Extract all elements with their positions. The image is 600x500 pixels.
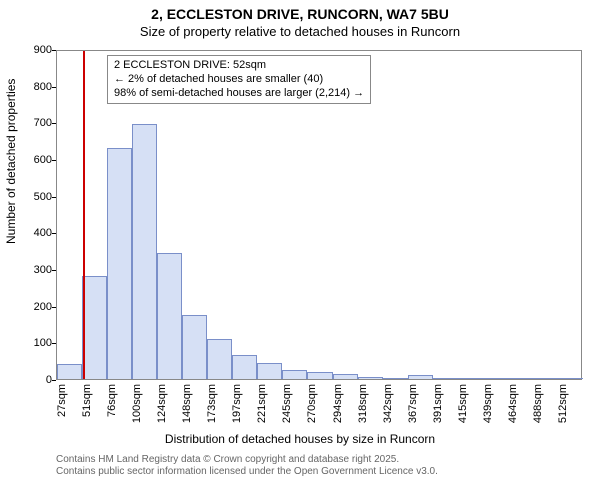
y-tick-label: 700 [12, 117, 52, 129]
y-tick-label: 400 [12, 227, 52, 239]
y-tick-mark [52, 123, 56, 124]
histogram-bar [282, 370, 307, 379]
chart-title-sub: Size of property relative to detached ho… [0, 24, 600, 39]
annotation-box: 2 ECCLESTON DRIVE: 52sqm← 2% of detached… [107, 55, 371, 104]
histogram-bar [358, 377, 383, 379]
histogram-bar [207, 339, 232, 379]
y-tick-label: 0 [12, 374, 52, 386]
histogram-bar [157, 253, 182, 380]
histogram-bar [182, 315, 207, 379]
histogram-bar [433, 378, 458, 379]
histogram-bar [333, 374, 358, 380]
footnote: Contains HM Land Registry data © Crown c… [56, 454, 438, 478]
histogram-bar [383, 378, 408, 379]
histogram-bar [307, 372, 332, 379]
histogram-bar [107, 148, 132, 379]
histogram-bar [558, 378, 583, 379]
plot-area: 2 ECCLESTON DRIVE: 52sqm← 2% of detached… [56, 50, 582, 380]
y-tick-label: 200 [12, 301, 52, 313]
histogram-bar [57, 364, 82, 379]
histogram-bar [458, 378, 483, 379]
histogram-bar [257, 363, 282, 380]
chart-container: Number of detached properties 2 ECCLESTO… [0, 44, 600, 500]
histogram-bar [483, 378, 508, 379]
y-tick-mark [52, 307, 56, 308]
y-tick-label: 600 [12, 154, 52, 166]
y-tick-mark [52, 343, 56, 344]
histogram-bar [232, 355, 257, 379]
y-tick-label: 900 [12, 44, 52, 56]
histogram-bar [408, 375, 433, 379]
annotation-line: 2 ECCLESTON DRIVE: 52sqm [114, 59, 364, 73]
annotation-line: 98% of semi-detached houses are larger (… [114, 87, 364, 101]
histogram-bar [132, 124, 157, 379]
y-tick-mark [52, 233, 56, 234]
y-tick-label: 800 [12, 81, 52, 93]
y-tick-mark [52, 270, 56, 271]
annotation-line: ← 2% of detached houses are smaller (40) [114, 73, 364, 87]
histogram-bar [82, 276, 107, 379]
y-tick-mark [52, 160, 56, 161]
y-tick-mark [52, 87, 56, 88]
x-axis-label: Distribution of detached houses by size … [0, 432, 600, 446]
footnote-line-1: Contains HM Land Registry data © Crown c… [56, 454, 438, 466]
chart-title-main: 2, ECCLESTON DRIVE, RUNCORN, WA7 5BU [0, 6, 600, 22]
histogram-bar [508, 378, 533, 379]
y-tick-label: 500 [12, 191, 52, 203]
footnote-line-2: Contains public sector information licen… [56, 466, 438, 478]
y-tick-mark [52, 380, 56, 381]
y-tick-mark [52, 197, 56, 198]
y-tick-mark [52, 50, 56, 51]
histogram-bar [533, 378, 558, 379]
reference-marker-line [83, 51, 85, 379]
y-tick-label: 300 [12, 264, 52, 276]
y-tick-label: 100 [12, 337, 52, 349]
